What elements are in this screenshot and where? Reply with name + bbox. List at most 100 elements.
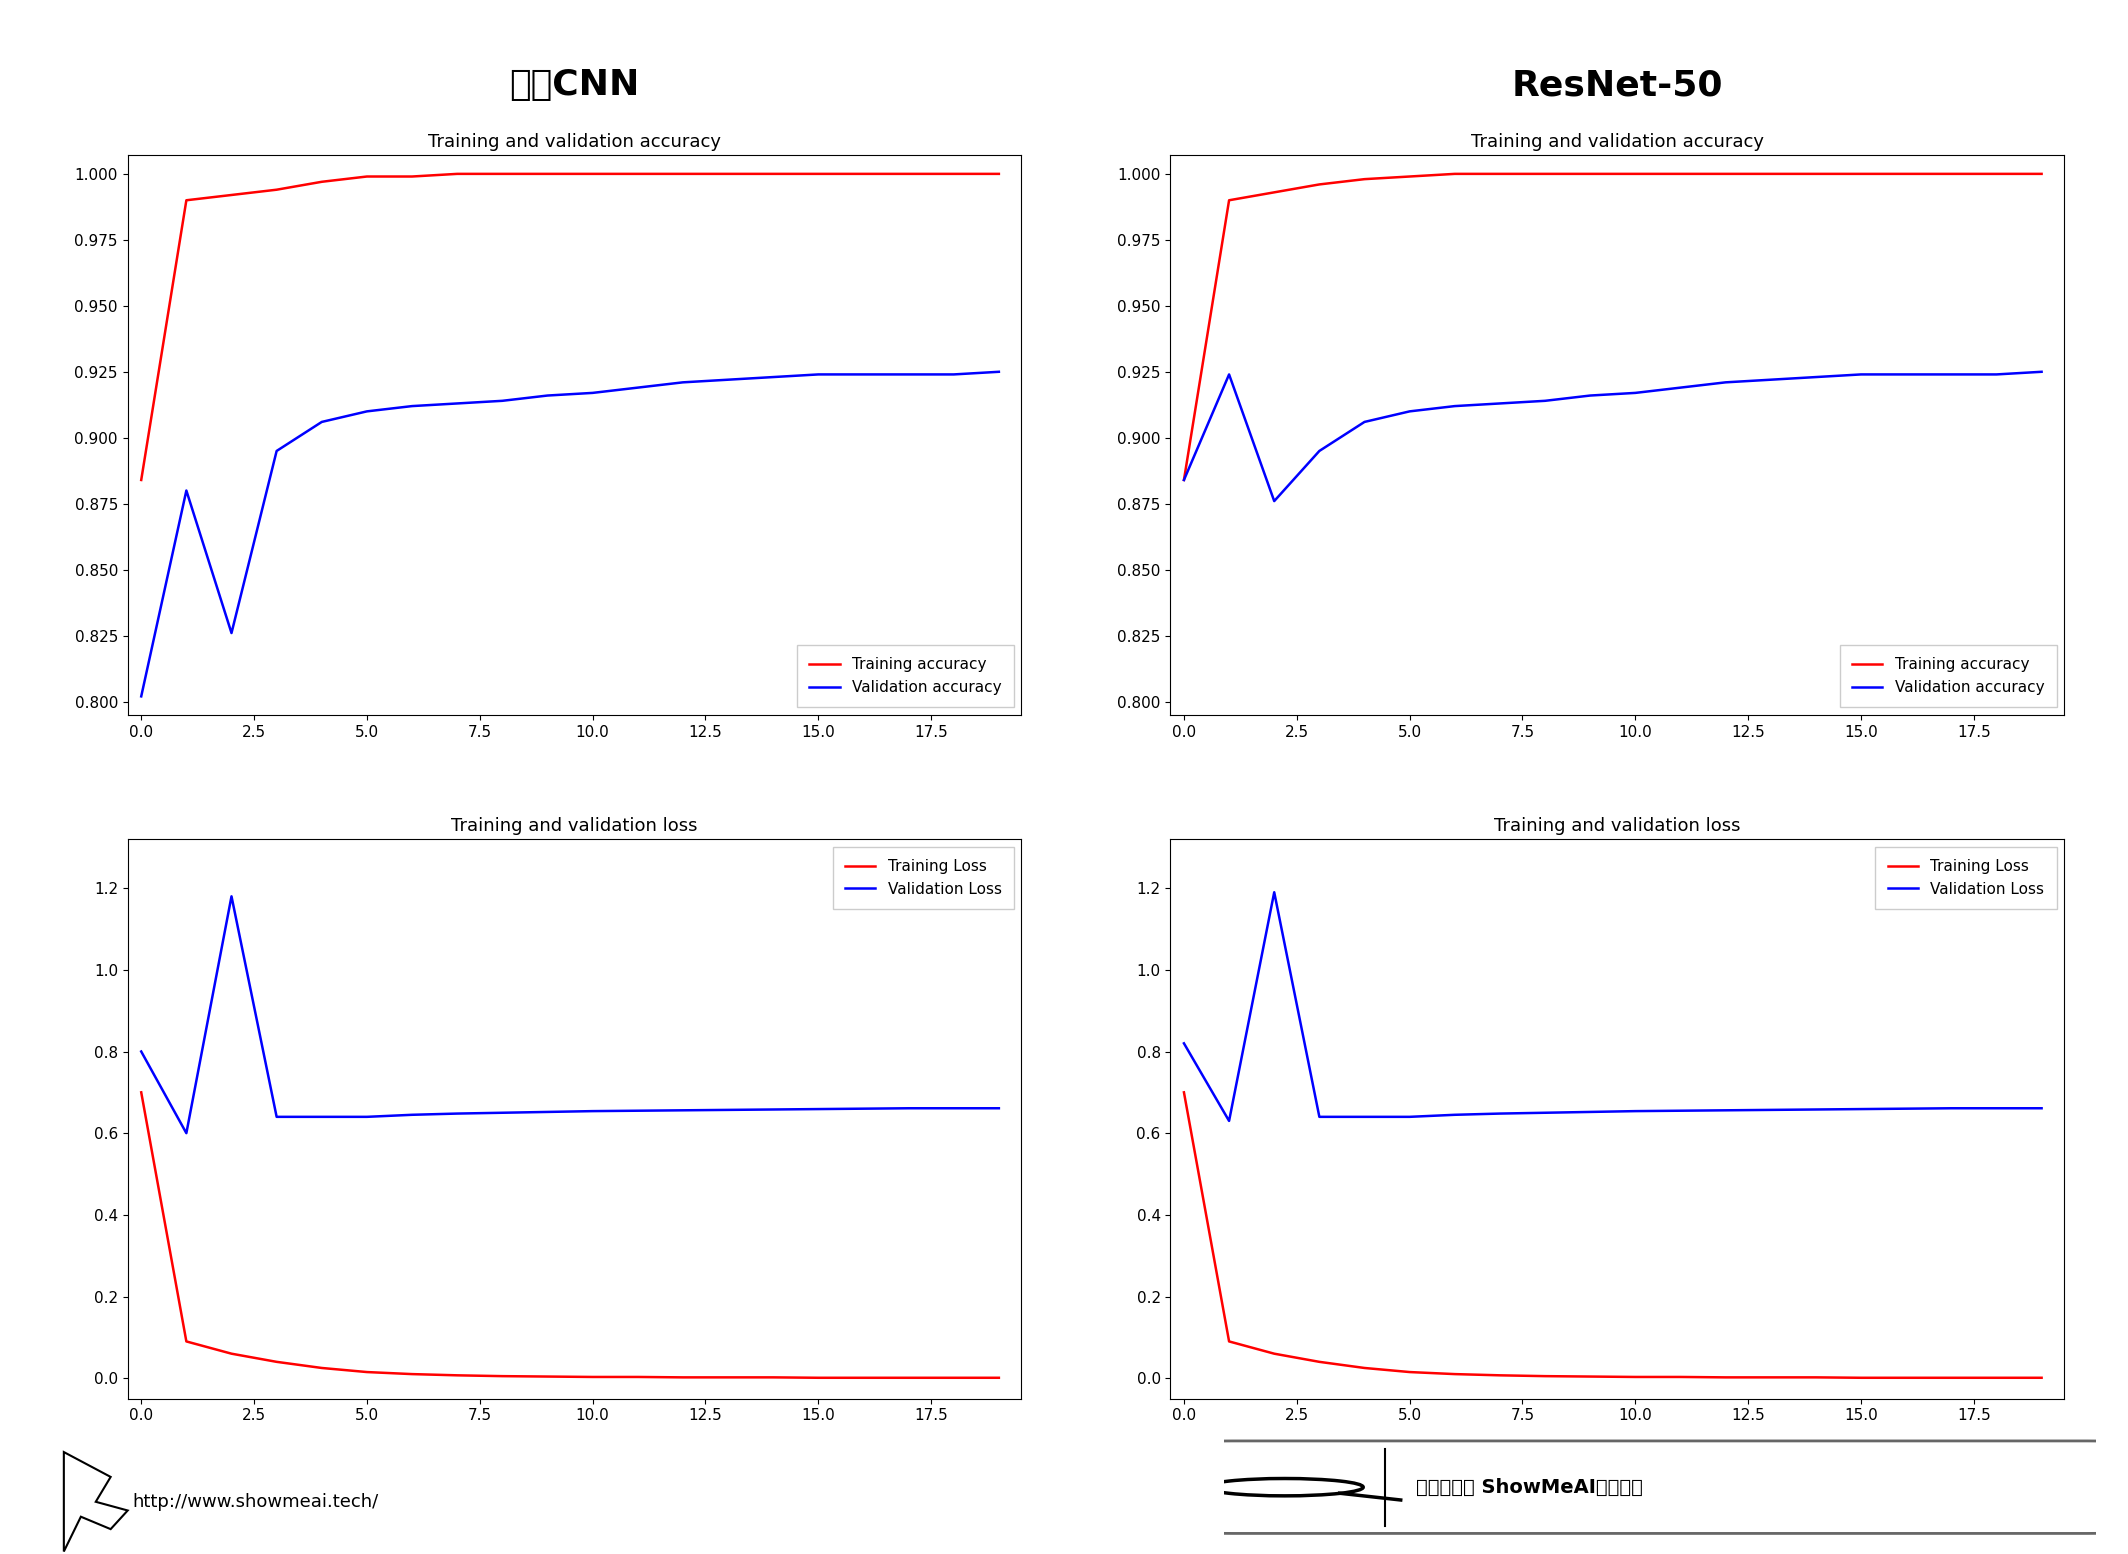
Training Loss [1532, 1368, 1558, 1386]
Training accuracy [1622, 165, 1647, 183]
Training accuracy [896, 165, 921, 183]
Line: Training accuracy: Training accuracy [140, 174, 998, 480]
Text: 普通CNN: 普通CNN [509, 68, 641, 103]
Line: Validation Loss: Validation Loss [1183, 892, 2041, 1120]
Validation accuracy [941, 365, 966, 384]
Validation Loss [1487, 1105, 1513, 1124]
Validation accuracy [760, 368, 785, 387]
Validation Loss [445, 1105, 470, 1124]
Training accuracy [445, 165, 470, 183]
Validation accuracy [1577, 387, 1602, 406]
Training Loss [489, 1368, 515, 1386]
Training accuracy [1170, 471, 1196, 490]
Training accuracy [760, 165, 785, 183]
Validation accuracy [264, 441, 289, 460]
Validation Loss [1217, 1111, 1243, 1130]
Validation Loss [760, 1100, 785, 1119]
Training Loss [715, 1368, 741, 1386]
Training Loss [1668, 1368, 1694, 1386]
Training Loss [1443, 1364, 1468, 1383]
Validation accuracy [1758, 370, 1783, 388]
Training accuracy [941, 165, 966, 183]
Training Loss [353, 1363, 379, 1382]
Training accuracy [807, 165, 832, 183]
Training accuracy [534, 165, 560, 183]
Training accuracy [1983, 165, 2009, 183]
Training accuracy [489, 165, 515, 183]
Training Loss [579, 1368, 604, 1386]
Validation accuracy [670, 373, 696, 392]
Validation accuracy [1849, 365, 1875, 384]
Validation Loss [128, 1043, 153, 1061]
Validation Loss [670, 1100, 696, 1119]
Training accuracy [1307, 176, 1332, 194]
Validation Loss [1532, 1103, 1558, 1122]
Text: http://www.showmeai.tech/: http://www.showmeai.tech/ [132, 1493, 379, 1510]
Training accuracy [2028, 165, 2054, 183]
Validation Loss [851, 1099, 877, 1117]
Training accuracy [985, 165, 1011, 183]
Training accuracy [1532, 165, 1558, 183]
Training accuracy [174, 191, 200, 210]
Validation Loss [534, 1103, 560, 1122]
Training accuracy [626, 165, 651, 183]
Training Loss [1983, 1369, 2009, 1388]
Validation Loss [941, 1099, 966, 1117]
Training Loss [1849, 1369, 1875, 1388]
Training Loss [1577, 1368, 1602, 1386]
Training Loss [219, 1344, 245, 1363]
Training accuracy [1713, 165, 1739, 183]
Training Loss [851, 1369, 877, 1388]
Training accuracy [1758, 165, 1783, 183]
Training accuracy [579, 165, 604, 183]
Training Loss [445, 1366, 470, 1385]
Training accuracy [1894, 165, 1919, 183]
Validation Loss [1351, 1108, 1377, 1127]
Training Loss [1170, 1083, 1196, 1102]
Validation accuracy [807, 365, 832, 384]
Validation accuracy [851, 365, 877, 384]
Validation accuracy [1622, 384, 1647, 402]
Legend: Training accuracy, Validation accuracy: Training accuracy, Validation accuracy [798, 645, 1013, 707]
Line: Training accuracy: Training accuracy [1183, 174, 2041, 480]
Training Loss [1396, 1363, 1422, 1382]
Training accuracy [1262, 183, 1287, 202]
Training accuracy [851, 165, 877, 183]
Validation accuracy [579, 384, 604, 402]
Text: 搜索｜微信 ShowMeAI研究中心: 搜索｜微信 ShowMeAI研究中心 [1415, 1478, 1643, 1497]
Validation Loss [807, 1100, 832, 1119]
Training accuracy [1443, 165, 1468, 183]
Training accuracy [1577, 165, 1602, 183]
Training accuracy [219, 185, 245, 204]
Training Loss [941, 1369, 966, 1388]
Training Loss [2028, 1369, 2054, 1388]
Validation Loss [264, 1108, 289, 1127]
Training Loss [1758, 1368, 1783, 1386]
Line: Validation Loss: Validation Loss [140, 897, 998, 1133]
Line: Validation accuracy: Validation accuracy [140, 371, 998, 696]
Validation accuracy [715, 370, 741, 388]
Training Loss [1894, 1369, 1919, 1388]
Validation Loss [1802, 1100, 1828, 1119]
Validation accuracy [1802, 368, 1828, 387]
Validation accuracy [1668, 378, 1694, 396]
Training accuracy [309, 172, 334, 191]
Validation accuracy [1713, 373, 1739, 392]
Validation accuracy [2028, 362, 2054, 381]
Validation accuracy [1217, 365, 1243, 384]
Training Loss [1307, 1352, 1332, 1371]
Validation accuracy [896, 365, 921, 384]
Validation Loss [1307, 1108, 1332, 1127]
Validation accuracy [1487, 395, 1513, 413]
Validation Loss [1577, 1103, 1602, 1122]
Validation Loss [174, 1124, 200, 1142]
Training Loss [264, 1352, 289, 1371]
Validation Loss [309, 1108, 334, 1127]
Validation Loss [219, 887, 245, 906]
Training Loss [174, 1332, 200, 1350]
Validation accuracy [174, 482, 200, 500]
Validation Loss [400, 1105, 426, 1124]
Validation accuracy [1894, 365, 1919, 384]
Validation accuracy [1307, 441, 1332, 460]
Validation Loss [1396, 1108, 1422, 1127]
